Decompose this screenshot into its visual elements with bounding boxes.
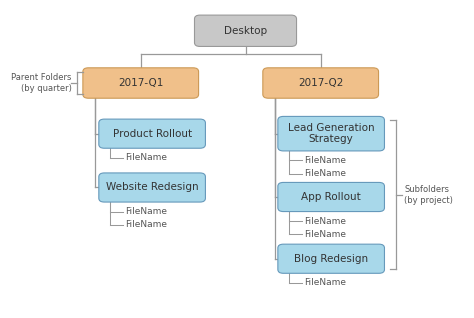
Text: App Rollout: App Rollout: [301, 192, 361, 202]
Text: Website Redesign: Website Redesign: [106, 183, 199, 192]
Text: FileName: FileName: [125, 153, 167, 162]
FancyBboxPatch shape: [194, 15, 297, 46]
Text: Product Rollout: Product Rollout: [112, 129, 191, 139]
Text: 2017-Q1: 2017-Q1: [118, 78, 164, 88]
Text: FileName: FileName: [304, 156, 346, 165]
Text: FileName: FileName: [304, 217, 346, 225]
FancyBboxPatch shape: [99, 173, 205, 202]
Text: FileName: FileName: [304, 230, 346, 239]
Text: Blog Redesign: Blog Redesign: [294, 254, 368, 264]
Text: Subfolders
(by project): Subfolders (by project): [404, 185, 453, 204]
Text: Lead Generation
Strategy: Lead Generation Strategy: [288, 123, 374, 144]
Text: Parent Folders
(by quarter): Parent Folders (by quarter): [11, 73, 72, 93]
Text: Desktop: Desktop: [224, 26, 267, 36]
FancyBboxPatch shape: [83, 68, 199, 98]
FancyBboxPatch shape: [278, 244, 384, 273]
FancyBboxPatch shape: [99, 119, 205, 148]
Text: FileName: FileName: [304, 278, 346, 287]
FancyBboxPatch shape: [278, 183, 384, 211]
Text: FileName: FileName: [125, 207, 167, 216]
FancyBboxPatch shape: [278, 116, 384, 151]
Text: FileName: FileName: [304, 169, 346, 178]
Text: FileName: FileName: [125, 220, 167, 229]
Text: 2017-Q2: 2017-Q2: [298, 78, 343, 88]
FancyBboxPatch shape: [263, 68, 379, 98]
